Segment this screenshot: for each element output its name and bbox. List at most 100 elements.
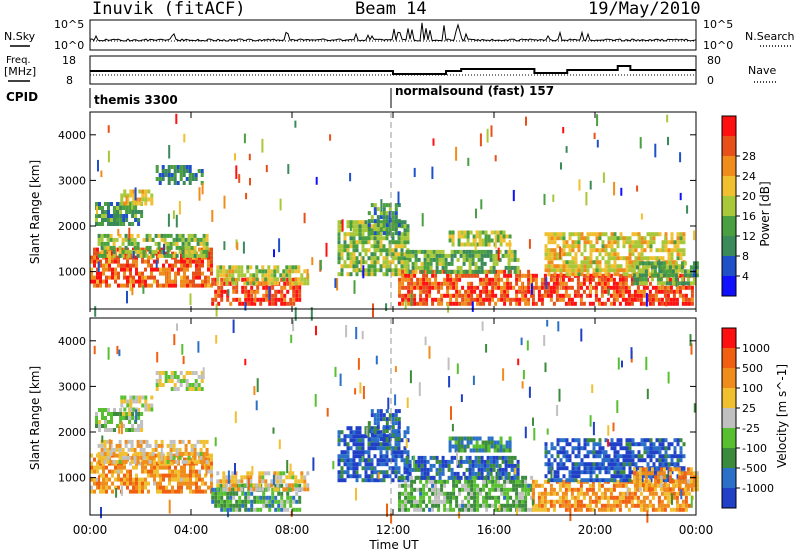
cell-r4 bbox=[103, 459, 107, 464]
cell-r13 bbox=[637, 264, 641, 269]
cell-r7 bbox=[406, 470, 410, 475]
cell-r4 bbox=[106, 253, 110, 258]
cell-r3 bbox=[96, 465, 99, 470]
cell-r9 bbox=[455, 495, 459, 500]
cell-r12 bbox=[612, 289, 616, 294]
cell-r12 bbox=[561, 483, 565, 488]
cell-r12 bbox=[684, 293, 688, 298]
cell-r3 bbox=[114, 267, 117, 272]
cell-r10 bbox=[483, 261, 487, 266]
cell-r9 bbox=[497, 297, 501, 302]
cell-r12 bbox=[645, 503, 649, 508]
cell-r13 bbox=[598, 236, 602, 241]
cell-r13 bbox=[649, 458, 653, 463]
cell-r5 bbox=[226, 503, 230, 508]
cell-r4 bbox=[139, 443, 143, 448]
cell-r3 bbox=[198, 485, 201, 490]
cell-r4 bbox=[193, 455, 197, 460]
cell-r2 bbox=[188, 173, 192, 177]
cell-r4 bbox=[124, 439, 128, 444]
cell-r0 bbox=[98, 428, 101, 432]
cell-r13 bbox=[586, 256, 590, 261]
cell-r13 bbox=[598, 466, 602, 471]
cell-r8 bbox=[370, 437, 374, 442]
cell-r2 bbox=[155, 169, 159, 173]
cell-r9 bbox=[419, 507, 423, 512]
cell-r5 bbox=[292, 297, 296, 302]
cell-r9 bbox=[506, 277, 510, 282]
cell-r3 bbox=[171, 485, 174, 490]
cell-r9 bbox=[440, 499, 444, 504]
cell-r10 bbox=[405, 253, 409, 258]
cell-r4 bbox=[163, 237, 167, 242]
cell-r13 bbox=[598, 438, 602, 443]
cell-r13 bbox=[679, 236, 683, 241]
cell-r9 bbox=[515, 495, 519, 500]
cell-r3 bbox=[168, 279, 171, 284]
cell-r13 bbox=[604, 458, 608, 463]
cell-r13 bbox=[670, 248, 674, 253]
cell-r3 bbox=[198, 263, 201, 268]
cell-r12 bbox=[579, 499, 583, 504]
cell-r3 bbox=[201, 283, 204, 288]
cell-r12 bbox=[654, 297, 658, 302]
cell-r10 bbox=[450, 269, 454, 274]
cell-r5 bbox=[280, 507, 284, 512]
cell-r8 bbox=[394, 207, 398, 212]
cell-r9 bbox=[497, 479, 501, 484]
cell-r10 bbox=[492, 261, 496, 266]
cell-r9 bbox=[443, 507, 447, 512]
cell-r10 bbox=[450, 253, 454, 258]
cell-r9 bbox=[461, 483, 465, 488]
cell-r13 bbox=[673, 244, 677, 249]
cell-r12 bbox=[621, 297, 625, 302]
cell-r4 bbox=[145, 233, 149, 238]
cell-r0 bbox=[125, 206, 129, 210]
cell-r7 bbox=[349, 438, 353, 443]
cell-r12 bbox=[576, 277, 580, 282]
cell-r7 bbox=[361, 220, 365, 225]
cell-r9 bbox=[479, 281, 483, 286]
cell-r10 bbox=[420, 475, 424, 480]
cell-r13 bbox=[610, 466, 614, 471]
cell-r10 bbox=[447, 459, 451, 464]
cell-r3 bbox=[111, 267, 114, 272]
cell-r10 bbox=[438, 475, 442, 480]
cell-r9 bbox=[422, 281, 426, 286]
cell-r13 bbox=[664, 244, 668, 249]
cell-r4 bbox=[100, 241, 104, 246]
cell-r9 bbox=[467, 499, 471, 504]
cell-r13 bbox=[610, 442, 614, 447]
cell-r7 bbox=[361, 478, 365, 483]
cell-r3 bbox=[198, 469, 201, 474]
cell-r9 bbox=[419, 479, 423, 484]
cell-r8 bbox=[373, 421, 377, 426]
cell-r7 bbox=[352, 224, 356, 229]
cell-r9 bbox=[407, 483, 411, 488]
cell-r12 bbox=[537, 503, 541, 508]
cell-r5 bbox=[211, 281, 215, 286]
cell-r9 bbox=[500, 269, 504, 274]
cell-r5 bbox=[283, 503, 287, 508]
cell-r3 bbox=[117, 477, 120, 482]
cell-r6 bbox=[243, 281, 247, 286]
cell-r7 bbox=[343, 478, 347, 483]
cell-r1 bbox=[138, 395, 142, 400]
cell-r7 bbox=[346, 264, 350, 269]
cell-r3 bbox=[156, 255, 159, 260]
cell-r10 bbox=[480, 471, 484, 476]
cell-r13 bbox=[622, 272, 626, 277]
cell-r10 bbox=[477, 467, 481, 472]
cell-r7 bbox=[355, 260, 359, 265]
cell-r2 bbox=[194, 379, 198, 383]
cell-r4 bbox=[133, 249, 137, 254]
cell-r13 bbox=[565, 478, 569, 483]
cell-r8 bbox=[388, 437, 392, 442]
cell-r5 bbox=[262, 495, 266, 500]
cell-r13 bbox=[544, 268, 548, 273]
cell-r0 bbox=[98, 206, 101, 210]
cell-r10 bbox=[501, 471, 505, 476]
cell-r5 bbox=[286, 281, 290, 286]
cell-r10 bbox=[450, 261, 454, 266]
cell-r9 bbox=[509, 479, 513, 484]
